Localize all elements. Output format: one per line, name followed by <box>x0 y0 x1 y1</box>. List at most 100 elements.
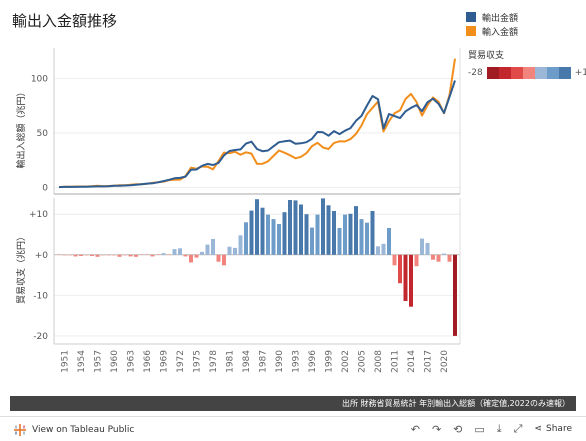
device-preview-icon[interactable]: ▭ <box>474 422 485 436</box>
balance-bar <box>238 235 243 255</box>
x-tick-label: 1981 <box>226 350 236 373</box>
redo-icon[interactable]: ↷ <box>431 422 442 436</box>
balance-bar <box>205 244 210 255</box>
bottom-y-axis-label: 貿易収支（兆円） <box>15 232 27 304</box>
balance-bar <box>194 254 199 258</box>
top-y-tick-label: 0 <box>42 183 48 193</box>
balance-bar <box>156 254 160 255</box>
balance-bar <box>310 227 314 255</box>
balance-bar <box>211 239 215 255</box>
balance-bar <box>233 247 237 255</box>
revert-icon[interactable]: ⟲ <box>453 422 463 436</box>
fullscreen-icon[interactable]: ⤢ <box>513 422 523 435</box>
x-tick-label: 2005 <box>358 350 368 373</box>
balance-bar <box>447 254 452 262</box>
download-icon[interactable]: ⤓ <box>496 422 502 435</box>
x-tick-label: 1957 <box>94 350 104 373</box>
x-tick-label: 1960 <box>110 350 120 373</box>
undo-icon[interactable]: ↶ <box>410 422 420 436</box>
tableau-footer: View on Tableau Public ↶ ↷ ⟲ ▭ ⤓ ⤢ ⋖ Sha… <box>0 416 586 441</box>
balance-legend-title: 貿易収支 <box>468 51 505 61</box>
balance-bar <box>326 205 331 255</box>
source-text: 出所 財務省貿易統計 年別輸出入総額（確定値,2022のみ速報） <box>342 399 570 408</box>
legend-label-import: 輸入金額 <box>482 27 519 38</box>
view-on-tableau-link[interactable]: View on Tableau Public <box>14 424 134 436</box>
x-tick-label: 1966 <box>143 350 153 373</box>
balance-ramp-step <box>498 67 511 79</box>
balance-bar <box>387 228 391 255</box>
legend-item-import[interactable]: 輸入金額 <box>466 24 518 38</box>
balance-bar <box>409 254 413 307</box>
legend-label-export: 輸出金額 <box>482 13 519 24</box>
balance-bar <box>178 248 182 255</box>
x-tick-label: 2002 <box>341 350 351 373</box>
balance-ramp-step <box>522 67 535 79</box>
balance-bar <box>117 254 122 257</box>
bottom-y-tick-label: -20 <box>33 332 48 342</box>
x-tick-label: 1975 <box>193 350 203 373</box>
balance-color-legend: 貿易収支 -28 +14 <box>468 48 586 79</box>
top-y-tick-label: 100 <box>31 75 48 85</box>
balance-bar <box>167 254 171 255</box>
share-button[interactable]: ⋖ Share <box>534 424 572 434</box>
x-tick-label: 1999 <box>325 350 335 373</box>
balance-bar <box>365 222 369 255</box>
balance-bar <box>123 254 127 256</box>
balance-bar <box>84 254 89 256</box>
x-tick-label: 1954 <box>77 350 87 373</box>
x-tick-label: 1990 <box>275 350 285 373</box>
legend-swatch-import <box>466 26 476 36</box>
import-line <box>58 58 456 189</box>
balance-ramp-step <box>546 67 559 79</box>
balance-bar <box>392 254 397 266</box>
bottom-y-tick-label: +0 <box>35 251 49 261</box>
share-icon: ⋖ <box>534 424 543 434</box>
balance-bar <box>332 211 336 255</box>
balance-bar <box>266 214 270 255</box>
x-tick-label: 2020 <box>440 350 450 373</box>
x-tick-label: 1963 <box>127 350 137 373</box>
page-title: 輸出入金額推移 <box>12 12 118 30</box>
top-y-tick-label: 50 <box>37 129 49 139</box>
x-tick-label: 2011 <box>391 350 401 373</box>
tableau-logo-icon <box>14 424 26 436</box>
balance-bar <box>183 254 188 257</box>
balance-bar <box>293 200 298 255</box>
balance-bar <box>315 214 320 255</box>
balance-bar <box>453 254 457 336</box>
balance-bar <box>200 251 204 255</box>
x-tick-label: 1951 <box>61 350 71 373</box>
balance-bar <box>139 254 144 255</box>
balance-bar <box>134 254 138 257</box>
share-label: Share <box>546 424 572 434</box>
balance-bar <box>260 207 265 255</box>
balance-bar <box>150 254 155 257</box>
x-tick-label: 1978 <box>209 350 219 373</box>
balance-bar <box>431 254 435 260</box>
legend-item-export[interactable]: 輸出金額 <box>466 10 518 24</box>
balance-bar <box>249 210 254 255</box>
balance-bar <box>255 199 259 255</box>
balance-bar <box>189 254 193 263</box>
balance-bar <box>128 254 133 257</box>
balance-bar <box>398 254 402 284</box>
x-tick-label: 1993 <box>292 350 302 373</box>
balance-ramp-step <box>486 67 499 79</box>
series-legend: 輸出金額 輸入金額 <box>466 10 518 38</box>
x-tick-label: 1987 <box>259 350 269 373</box>
trade-balance-panel: +10 +0 -10 -20 <box>29 198 461 345</box>
balance-bar <box>216 254 221 262</box>
x-tick-label: 1996 <box>308 350 318 373</box>
balance-bar <box>112 254 116 256</box>
balance-bar <box>442 253 446 255</box>
balance-bar <box>337 228 342 255</box>
balance-bar <box>79 254 83 256</box>
x-tick-label: 1984 <box>242 350 252 373</box>
balance-color-ramp <box>486 67 571 79</box>
balance-bar <box>106 254 111 256</box>
balance-ramp-step <box>558 67 571 79</box>
bottom-y-tick-label: +10 <box>29 210 48 220</box>
balance-bar <box>282 212 287 255</box>
balance-bar <box>436 254 441 262</box>
